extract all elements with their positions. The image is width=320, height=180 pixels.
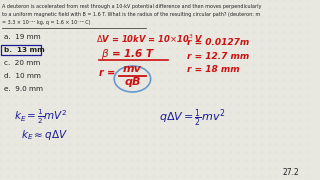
Text: r = 0.0127m: r = 0.0127m [187,38,249,47]
Text: A deuteron is accelerated from rest through a 10-kV potential difference and the: A deuteron is accelerated from rest thro… [2,4,261,9]
Text: $\beta$ = 1.6 T: $\beta$ = 1.6 T [101,47,155,61]
Text: r = 12.7 mm: r = 12.7 mm [187,52,249,61]
Text: $k_E \approx q\Delta V$: $k_E \approx q\Delta V$ [21,128,68,142]
Text: $k_E = \frac{1}{2}mV^2$: $k_E = \frac{1}{2}mV^2$ [14,108,68,127]
Text: = 3.3 × 10⁻²⁷ kg, q = 1.6 × 10⁻¹⁹ C): = 3.3 × 10⁻²⁷ kg, q = 1.6 × 10⁻¹⁹ C) [2,20,91,25]
Text: b.  13 mm: b. 13 mm [4,46,44,53]
Text: r = 18 mm: r = 18 mm [187,65,240,74]
Text: c.  20 mm: c. 20 mm [4,60,40,66]
Text: to a uniform magnetic field with B = 1.6 T. What is the radius of the resulting : to a uniform magnetic field with B = 1.6… [2,12,260,17]
Text: r =: r = [99,68,115,78]
Text: $q\Delta V = \frac{1}{2}mv^2$: $q\Delta V = \frac{1}{2}mv^2$ [159,108,225,129]
Text: a.  19 mm: a. 19 mm [4,33,40,39]
Text: e.  9.0 mm: e. 9.0 mm [4,86,43,91]
Text: $\Delta$V = 10kV = 10$\times$10$^3$ V: $\Delta$V = 10kV = 10$\times$10$^3$ V [96,33,204,45]
Text: qB: qB [124,77,141,87]
Text: 27.2: 27.2 [283,168,300,177]
Text: d.  10 mm: d. 10 mm [4,73,41,78]
Text: mv: mv [123,64,142,74]
